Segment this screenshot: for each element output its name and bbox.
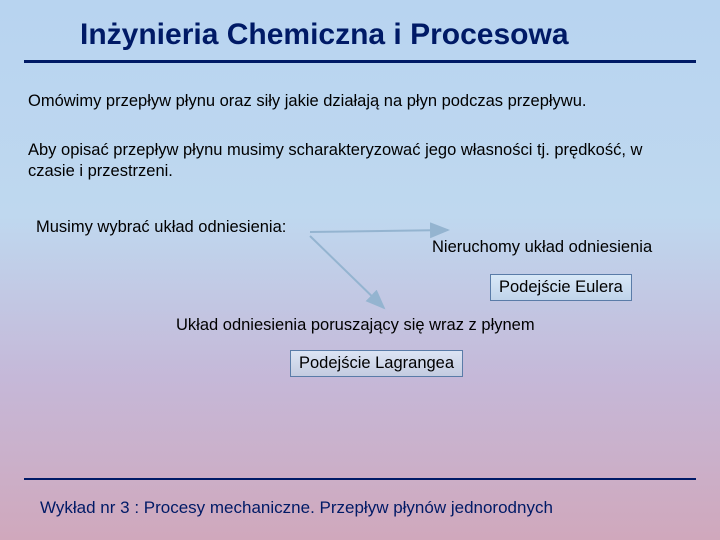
footer-line	[24, 478, 696, 480]
label-stationary: Nieruchomy układ odniesienia	[432, 238, 652, 257]
title-underline	[24, 60, 696, 63]
label-moving: Układ odniesienia poruszający się wraz z…	[176, 316, 535, 335]
box-lagrange: Podejście Lagrangea	[290, 350, 463, 377]
box-euler: Podejście Eulera	[490, 274, 632, 301]
footer-text: Wykład nr 3 : Procesy mechaniczne. Przep…	[40, 498, 553, 518]
slide-title: Inżynieria Chemiczna i Procesowa	[80, 18, 569, 52]
paragraph-2: Aby opisać przepływ płynu musimy scharak…	[28, 140, 688, 183]
arrows-svg	[0, 0, 720, 540]
arrow-2	[310, 236, 384, 308]
arrow-1	[310, 230, 448, 232]
paragraph-3: Musimy wybrać układ odniesienia:	[36, 218, 286, 237]
paragraph-1: Omówimy przepływ płynu oraz siły jakie d…	[28, 92, 587, 111]
slide: Inżynieria Chemiczna i Procesowa Omówimy…	[0, 0, 720, 540]
